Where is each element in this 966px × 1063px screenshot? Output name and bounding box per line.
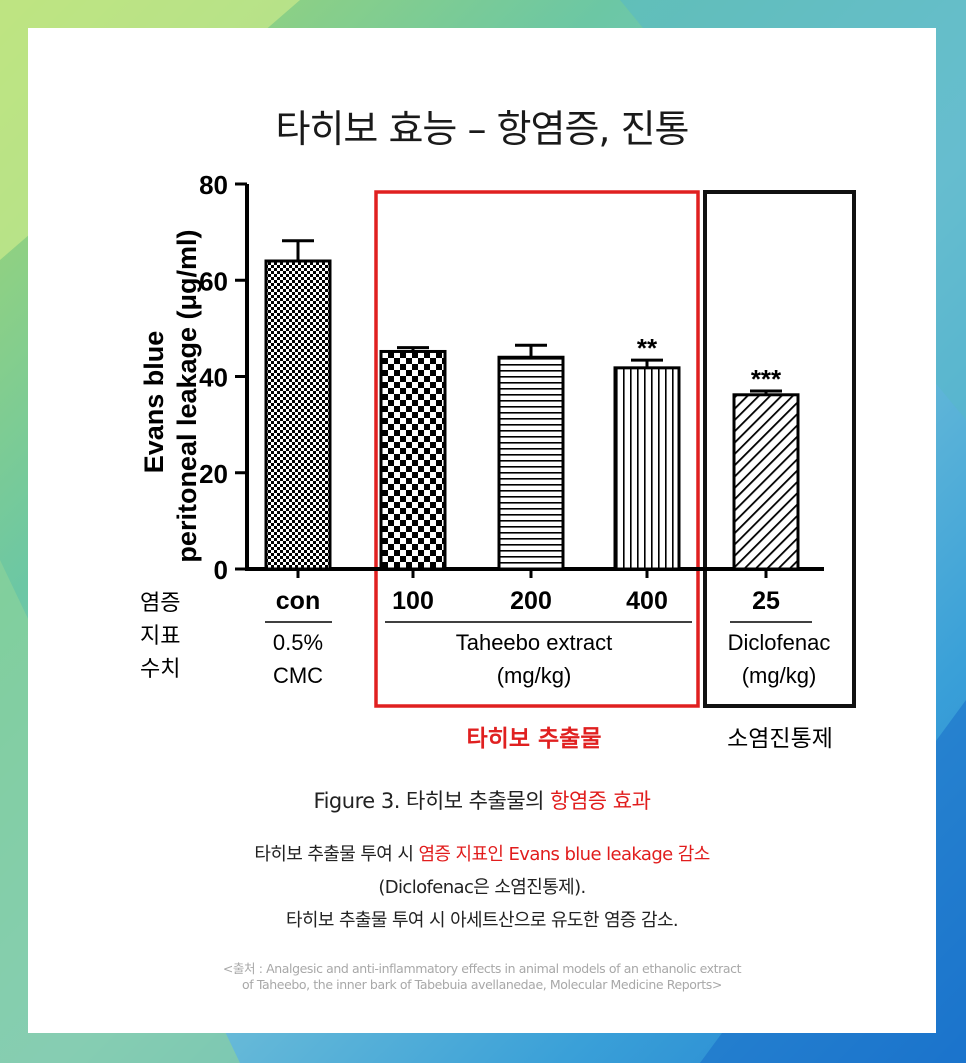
significance-400: ** — [637, 333, 658, 363]
group-label-diclofenac-line1: Diclofenac — [728, 630, 831, 655]
group-label-taheebo-line2: (mg/kg) — [497, 663, 572, 688]
category-label-100: 100 — [392, 587, 434, 615]
group-label-cmc-line2: CMC — [273, 663, 323, 688]
y-tick-label-20: 20 — [199, 459, 228, 489]
description-line2: (Diclofenac은 소염진통제). — [378, 877, 586, 898]
taheebo-group-box — [374, 190, 700, 708]
group-label-diclofenac-line2: (mg/kg) — [742, 663, 817, 688]
description-line1: 타히보 추출물 투여 시 염증 지표인 Evans blue leakage 감… — [28, 840, 936, 866]
bar-con — [264, 259, 332, 571]
diclofenac-group-box — [703, 190, 856, 708]
category-label-con: con — [276, 587, 320, 615]
y-tick-label-60: 60 — [199, 266, 228, 296]
row-label-line1: 염증 — [140, 591, 180, 616]
source-line2: of Taheebo, the inner bark of Tabebuia a… — [242, 977, 722, 992]
significance-25: *** — [751, 364, 782, 394]
bar-100 — [379, 349, 447, 571]
bar-400 — [613, 366, 681, 571]
y-axis-label-line2: peritoneal leakage (μg/ml) — [172, 229, 202, 562]
content-card: 타히보 효능 – 항염증, 진통 — [28, 28, 936, 1033]
y-axis-label-line1: Evans blue — [139, 331, 169, 474]
group-label-taheebo-line1: Taheebo extract — [456, 630, 613, 655]
category-label-200: 200 — [510, 587, 552, 615]
y-tick-label-0: 0 — [214, 555, 228, 585]
figure-caption: Figure 3. 타히보 추출물의 항염증 효과 — [28, 785, 936, 815]
y-tick-label-40: 40 — [199, 363, 228, 393]
figure-caption-prefix: Figure 3. 타히보 추출물의 — [313, 789, 551, 813]
row-label-line2: 지표 — [140, 624, 180, 649]
description-line1-prefix: 타히보 추출물 투여 시 — [254, 844, 419, 865]
description-line3: 타히보 추출물 투여 시 아세트산으로 유도한 염증 감소. — [285, 910, 679, 931]
bar-chart: Evans blue peritoneal leakage (μg/ml) 0 2… — [139, 170, 856, 752]
source-line1: <출처 : Analgesic and anti-inflammatory ef… — [222, 961, 742, 976]
bar-25 — [732, 393, 800, 571]
category-label-25: 25 — [752, 587, 780, 615]
category-label-400: 400 — [626, 587, 668, 615]
annotation-diclofenac: 소염진통제 — [727, 726, 833, 752]
annotation-taheebo: 타히보 추출물 — [467, 726, 602, 752]
page-title: 타히보 효능 – 항염증, 진통 — [275, 107, 690, 151]
bar-200 — [497, 355, 565, 571]
row-label-line3: 수치 — [140, 657, 180, 682]
group-label-cmc-line1: 0.5% — [273, 630, 323, 655]
description-line1-highlight: 염증 지표인 Evans blue leakage 감소 — [418, 844, 710, 865]
y-tick-label-80: 80 — [199, 170, 228, 200]
figure-caption-highlight: 항염증 효과 — [550, 789, 651, 813]
